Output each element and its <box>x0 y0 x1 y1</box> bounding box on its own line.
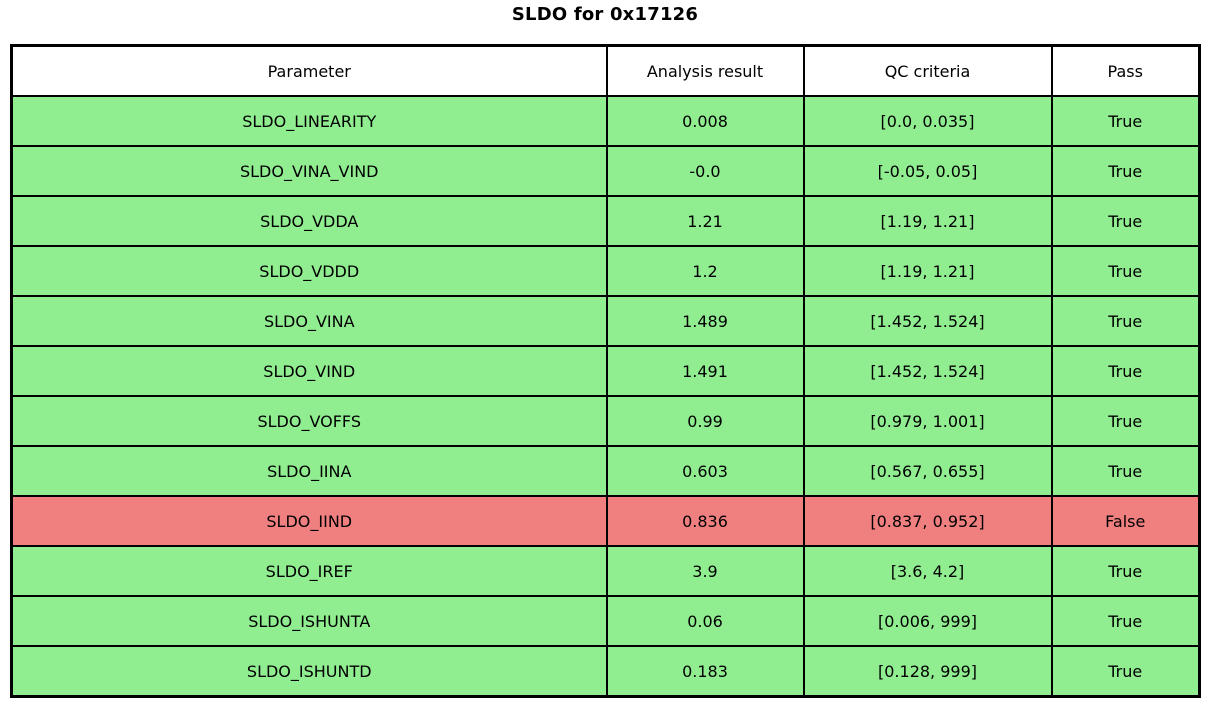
column-header-analysis-result: Analysis result <box>605 44 805 97</box>
result-cell: 0.06 <box>605 595 805 647</box>
table-row: SLDO_IIND 0.836 [0.837, 0.952] False <box>10 495 1201 547</box>
table-row: SLDO_VDDD 1.2 [1.19, 1.21] True <box>10 245 1201 297</box>
criteria-cell: [-0.05, 0.05] <box>802 145 1053 197</box>
result-cell: 1.2 <box>605 245 805 297</box>
criteria-cell: [0.128, 999] <box>802 645 1053 698</box>
parameter-cell: SLDO_VDDA <box>10 195 608 247</box>
result-cell: 0.008 <box>605 95 805 147</box>
parameter-cell: SLDO_VINA <box>10 295 608 347</box>
table-row: SLDO_VIND 1.491 [1.452, 1.524] True <box>10 345 1201 397</box>
parameter-cell: SLDO_ISHUNTD <box>10 645 608 698</box>
result-cell: -0.0 <box>605 145 805 197</box>
qc-table-body: SLDO_LINEARITY 0.008 [0.0, 0.035] True S… <box>10 95 1201 698</box>
parameter-cell: SLDO_ISHUNTA <box>10 595 608 647</box>
pass-cell: True <box>1050 95 1201 147</box>
parameter-cell: SLDO_VIND <box>10 345 608 397</box>
criteria-cell: [0.979, 1.001] <box>802 395 1053 447</box>
criteria-cell: [0.006, 999] <box>802 595 1053 647</box>
pass-cell: True <box>1050 545 1201 597</box>
result-cell: 1.491 <box>605 345 805 397</box>
table-row: SLDO_IREF 3.9 [3.6, 4.2] True <box>10 545 1201 597</box>
parameter-cell: SLDO_IREF <box>10 545 608 597</box>
pass-cell: True <box>1050 645 1201 698</box>
pass-cell: False <box>1050 495 1201 547</box>
criteria-cell: [1.19, 1.21] <box>802 195 1053 247</box>
pass-cell: True <box>1050 245 1201 297</box>
result-cell: 0.183 <box>605 645 805 698</box>
table-row: SLDO_ISHUNTA 0.06 [0.006, 999] True <box>10 595 1201 647</box>
result-cell: 1.489 <box>605 295 805 347</box>
column-header-parameter: Parameter <box>10 44 608 97</box>
parameter-cell: SLDO_VOFFS <box>10 395 608 447</box>
pass-cell: True <box>1050 345 1201 397</box>
pass-cell: True <box>1050 295 1201 347</box>
result-cell: 0.603 <box>605 445 805 497</box>
parameter-cell: SLDO_IINA <box>10 445 608 497</box>
criteria-cell: [0.0, 0.035] <box>802 95 1053 147</box>
column-header-qc-criteria: QC criteria <box>802 44 1053 97</box>
result-cell: 3.9 <box>605 545 805 597</box>
header-row: Parameter Analysis result QC criteria Pa… <box>10 44 1201 97</box>
qc-table: Parameter Analysis result QC criteria Pa… <box>10 44 1201 698</box>
table-row: SLDO_IINA 0.603 [0.567, 0.655] True <box>10 445 1201 497</box>
pass-cell: True <box>1050 395 1201 447</box>
criteria-cell: [1.452, 1.524] <box>802 295 1053 347</box>
result-cell: 0.836 <box>605 495 805 547</box>
pass-cell: True <box>1050 195 1201 247</box>
table-row: SLDO_LINEARITY 0.008 [0.0, 0.035] True <box>10 95 1201 147</box>
criteria-cell: [1.452, 1.524] <box>802 345 1053 397</box>
parameter-cell: SLDO_VINA_VIND <box>10 145 608 197</box>
table-row: SLDO_ISHUNTD 0.183 [0.128, 999] True <box>10 645 1201 698</box>
page-title: SLDO for 0x17126 <box>511 4 699 25</box>
table-row: SLDO_VDDA 1.21 [1.19, 1.21] True <box>10 195 1201 247</box>
result-cell: 1.21 <box>605 195 805 247</box>
result-cell: 0.99 <box>605 395 805 447</box>
pass-cell: True <box>1050 145 1201 197</box>
parameter-cell: SLDO_VDDD <box>10 245 608 297</box>
parameter-cell: SLDO_IIND <box>10 495 608 547</box>
criteria-cell: [3.6, 4.2] <box>802 545 1053 597</box>
parameter-cell: SLDO_LINEARITY <box>10 95 608 147</box>
column-header-pass: Pass <box>1050 44 1201 97</box>
pass-cell: True <box>1050 595 1201 647</box>
criteria-cell: [0.837, 0.952] <box>802 495 1053 547</box>
table-row: SLDO_VOFFS 0.99 [0.979, 1.001] True <box>10 395 1201 447</box>
criteria-cell: [0.567, 0.655] <box>802 445 1053 497</box>
table-row: SLDO_VINA_VIND -0.0 [-0.05, 0.05] True <box>10 145 1201 197</box>
pass-cell: True <box>1050 445 1201 497</box>
table-row: SLDO_VINA 1.489 [1.452, 1.524] True <box>10 295 1201 347</box>
criteria-cell: [1.19, 1.21] <box>802 245 1053 297</box>
